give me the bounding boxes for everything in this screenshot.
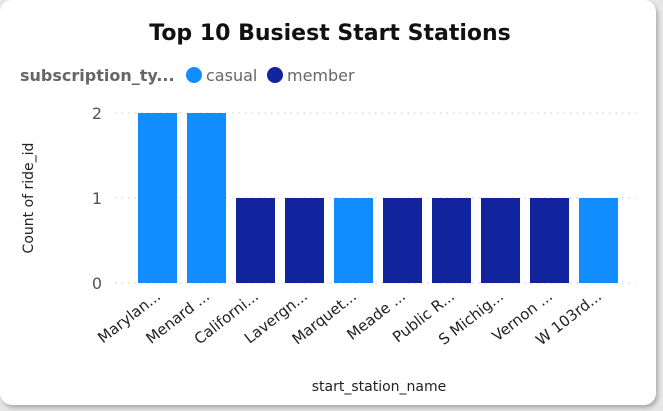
bar-7[interactable] [481,198,520,283]
legend-label-member: member [287,66,355,85]
y-axis-ticks: 0 1 2 [92,104,102,293]
x-axis-label: start_station_name [312,379,447,395]
bar-8[interactable] [530,198,569,283]
legend-title: subscription_ty... [20,66,175,85]
bar-2[interactable] [236,198,275,283]
legend-swatch-member [267,67,283,83]
gridlines [115,112,636,284]
bar-9[interactable] [579,198,618,283]
y-tick-label: 1 [92,189,102,208]
y-axis-label: Count of ride_id [21,143,37,254]
legend-label-casual: casual [206,66,257,85]
y-tick-label: 0 [92,274,102,293]
legend-swatch-casual [186,67,202,83]
bars [138,113,618,283]
bar-0[interactable] [138,113,177,283]
bar-6[interactable] [432,198,471,283]
chart-title: Top 10 Busiest Start Stations [149,21,511,46]
chart-card: Top 10 Busiest Start Stations subscripti… [0,0,656,405]
legend: subscription_ty... casual member [20,66,355,85]
bar-3[interactable] [285,198,324,283]
bar-1[interactable] [187,113,226,283]
bar-chart: Top 10 Busiest Start Stations subscripti… [20,21,636,395]
y-tick-label: 2 [92,104,102,123]
bar-5[interactable] [383,198,422,283]
bar-4[interactable] [334,198,373,283]
x-axis-ticks: Marylan...Menard ...Californi...Lavergn.… [94,287,605,349]
